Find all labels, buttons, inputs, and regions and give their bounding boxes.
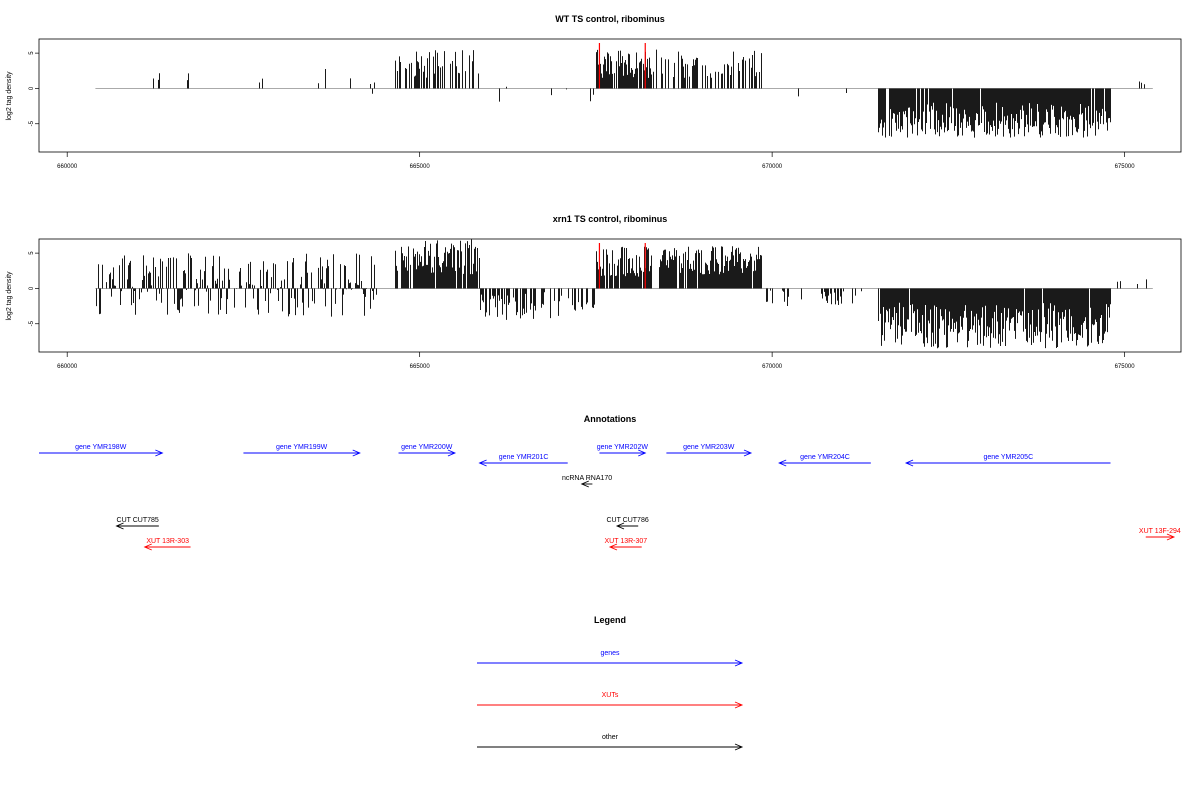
legend-panel: Legend genes XUTs other [477,615,744,751]
annotation-label: gene YMR203W [683,444,735,451]
xrn1-y-axis-label: log2 tag density [6,271,13,321]
y-tick-label: 5 [29,51,35,55]
x-tick-label: 665000 [410,364,431,370]
y-tick-label: -5 [29,120,35,126]
annotation-arrowhead [778,459,787,467]
y-tick-label: 0 [29,286,35,290]
x-tick-label: 670000 [762,364,783,370]
legend-title: Legend [594,615,626,625]
x-tick-label: 670000 [762,164,783,170]
legend-label: other [602,734,619,741]
wt-track-panel: WT TS control, ribominus 5 0 -5 660000 66500… [6,14,1182,170]
annotation-arrowhead [580,480,589,488]
wt-track-title: WT TS control, ribominus [555,14,665,24]
annotation-arrowhead [615,522,625,530]
annotation-label: gene YMR201C [499,454,549,461]
xrn1-track-title: xrn1 TS control, ribominus [553,214,668,224]
y-tick-label: -5 [29,320,35,326]
annotations-panel: Annotations gene YMR198W gene YMR199W gene… [39,414,1181,551]
annotation-arrowhead [638,449,647,457]
plot-frame [38,238,1182,353]
annotation-label: CUT CUT785 [117,517,159,524]
legend-label: XUTs [602,692,619,699]
annotation-arrowhead [904,459,914,467]
y-tick-label: 5 [29,251,35,255]
plot-frame [38,38,1182,153]
wt-y-axis-label: log2 tag density [6,71,13,121]
annotation-label: gene YMR199W [276,444,328,451]
x-tick-label: 675000 [1115,164,1136,170]
annotation-arrowhead [478,459,487,467]
x-tick-label: 660000 [57,364,78,370]
annotation-arrowhead [143,543,152,551]
annotation-arrowhead [115,522,124,530]
annotation-label: XUT 13R-307 [605,538,648,545]
annotation-arrowhead [743,449,753,457]
xrn1-track-panel: xrn1 TS control, ribominus 5 0 -5 660000 665… [6,214,1182,370]
legend-arrowhead [734,659,744,667]
annotation-label: gene YMR202W [597,444,649,451]
annotations-title: Annotations [584,414,637,424]
annotation-arrowhead [155,449,164,457]
legend-label: genes [600,650,620,657]
legend-arrowhead [734,701,744,709]
x-tick-label: 675000 [1115,364,1136,370]
annotation-label: gene YMR198W [75,444,127,451]
annotation-label: gene YMR200W [401,444,453,451]
x-tick-label: 660000 [57,164,78,170]
annotation-arrowhead [1166,533,1176,541]
annotation-label: ncRNA RNA170 [562,475,612,482]
x-tick-label: 665000 [410,164,431,170]
annotation-label: XUT 13R-303 [146,538,189,545]
annotation-arrowhead [608,543,618,551]
annotation-arrowhead [352,449,361,457]
annotation-label: XUT 13F-294 [1139,528,1181,535]
annotation-label: gene YMR204C [800,454,850,461]
legend-arrowhead [734,743,744,751]
annotation-label: CUT CUT786 [606,517,648,524]
y-tick-label: 0 [29,86,35,90]
annotation-arrowhead [447,449,457,457]
annotation-label: gene YMR205C [983,454,1033,461]
